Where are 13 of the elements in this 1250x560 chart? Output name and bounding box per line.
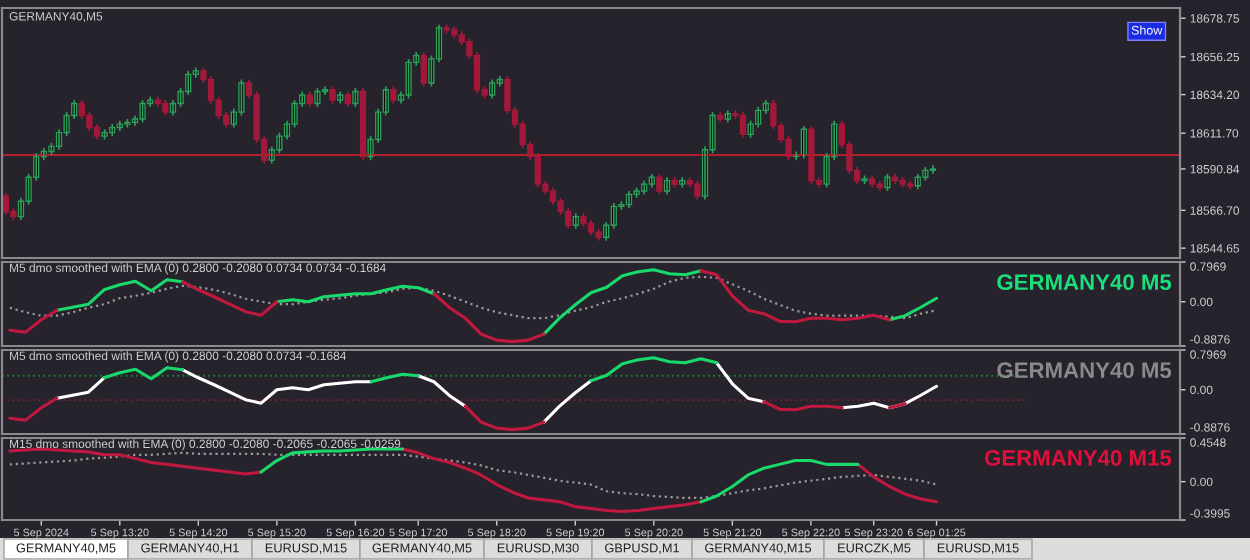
candlestick [405, 58, 412, 100]
annotation: GERMANY40 M15 [984, 450, 1172, 466]
candlestick [352, 87, 359, 108]
candlestick [314, 87, 321, 108]
annotation: GERMANY40 M5 [997, 274, 1172, 291]
candlestick [907, 179, 914, 191]
annotation: GERMANY40 M5 [997, 362, 1172, 379]
line-series [8, 275, 938, 320]
candlestick [694, 179, 701, 201]
candlestick [808, 124, 815, 185]
candlestick [656, 172, 663, 196]
line-series [8, 451, 938, 500]
candlestick [139, 99, 146, 124]
